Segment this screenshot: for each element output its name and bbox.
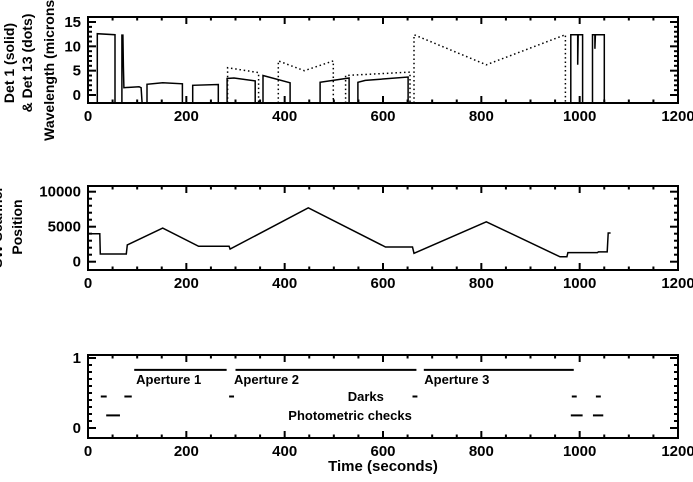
panel2-ylabel-line2: Position — [9, 199, 25, 254]
series-det-13 — [344, 71, 411, 103]
x-tick-label: 600 — [370, 443, 395, 460]
panel-scanner-position: 0 200 400 600 800 1000 1200 0 5000 10000 — [39, 184, 693, 292]
y-tick-label: 0 — [73, 420, 81, 437]
x-tick-label: 1200 — [661, 108, 693, 125]
series-det-1 — [88, 32, 606, 104]
axes-box — [87, 185, 679, 271]
x-tick-label: 400 — [272, 275, 297, 292]
panel-wavelength: 0 200 400 600 800 1000 1200 0 5 10 15 — [64, 14, 693, 125]
x-tick-label: 200 — [174, 108, 199, 125]
x-tick-label: 1200 — [661, 275, 693, 292]
y-tick-label: 0 — [73, 87, 81, 104]
y-tick-label: 0 — [73, 254, 81, 271]
schedule-row-label: Darks — [348, 389, 384, 404]
axes-box — [87, 16, 679, 104]
series-det-13 — [226, 66, 260, 103]
x-tick-label: 600 — [370, 275, 395, 292]
schedule-row-label: Photometric checks — [288, 408, 412, 423]
x-tick-label: 400 — [272, 443, 297, 460]
panel-schedule: Aperture 1 Aperture 2 Aperture 3 Darks Photo… — [73, 350, 693, 460]
x-tick-label: 200 — [174, 275, 199, 292]
panel2-ylabel-line1: SW Scanner — [0, 186, 5, 268]
y-tick-label: 5000 — [48, 219, 81, 236]
y-tick-label: 5 — [73, 63, 81, 80]
x-tick-label: 600 — [370, 108, 395, 125]
panel1-ylabel-line2: & Det 13 (dots) — [19, 14, 35, 113]
panel1-ylabel-line3: Wavelength (microns) — [41, 0, 57, 141]
x-tick-label: 1000 — [563, 108, 596, 125]
x-tick-label: 200 — [174, 443, 199, 460]
x-tick-label: 400 — [272, 108, 297, 125]
x-tick-label: 1000 — [563, 443, 596, 460]
schedule-row-label: Aperture 2 — [234, 372, 299, 387]
x-tick-label: 1000 — [563, 275, 596, 292]
panel1-ylabel-line1: Det 1 (solid) — [1, 23, 17, 103]
panel3-xlabel: Time (seconds) — [328, 458, 438, 475]
y-tick-label: 15 — [64, 14, 81, 31]
series-det-13 — [413, 33, 567, 103]
x-tick-label: 1200 — [661, 443, 693, 460]
y-tick-label: 10000 — [39, 184, 81, 201]
x-tick-label: 0 — [84, 275, 92, 292]
x-tick-label: 800 — [469, 275, 494, 292]
schedule-row-label: Aperture 1 — [136, 372, 201, 387]
series-scanner-position — [88, 206, 611, 258]
y-tick-label: 1 — [73, 350, 81, 367]
x-tick-label: 0 — [84, 443, 92, 460]
y-tick-label: 10 — [64, 38, 81, 55]
x-tick-label: 800 — [469, 108, 494, 125]
series-det-13 — [277, 59, 335, 103]
x-tick-label: 800 — [469, 443, 494, 460]
x-tick-label: 0 — [84, 108, 92, 125]
schedule-row-label: Aperture 3 — [424, 372, 489, 387]
